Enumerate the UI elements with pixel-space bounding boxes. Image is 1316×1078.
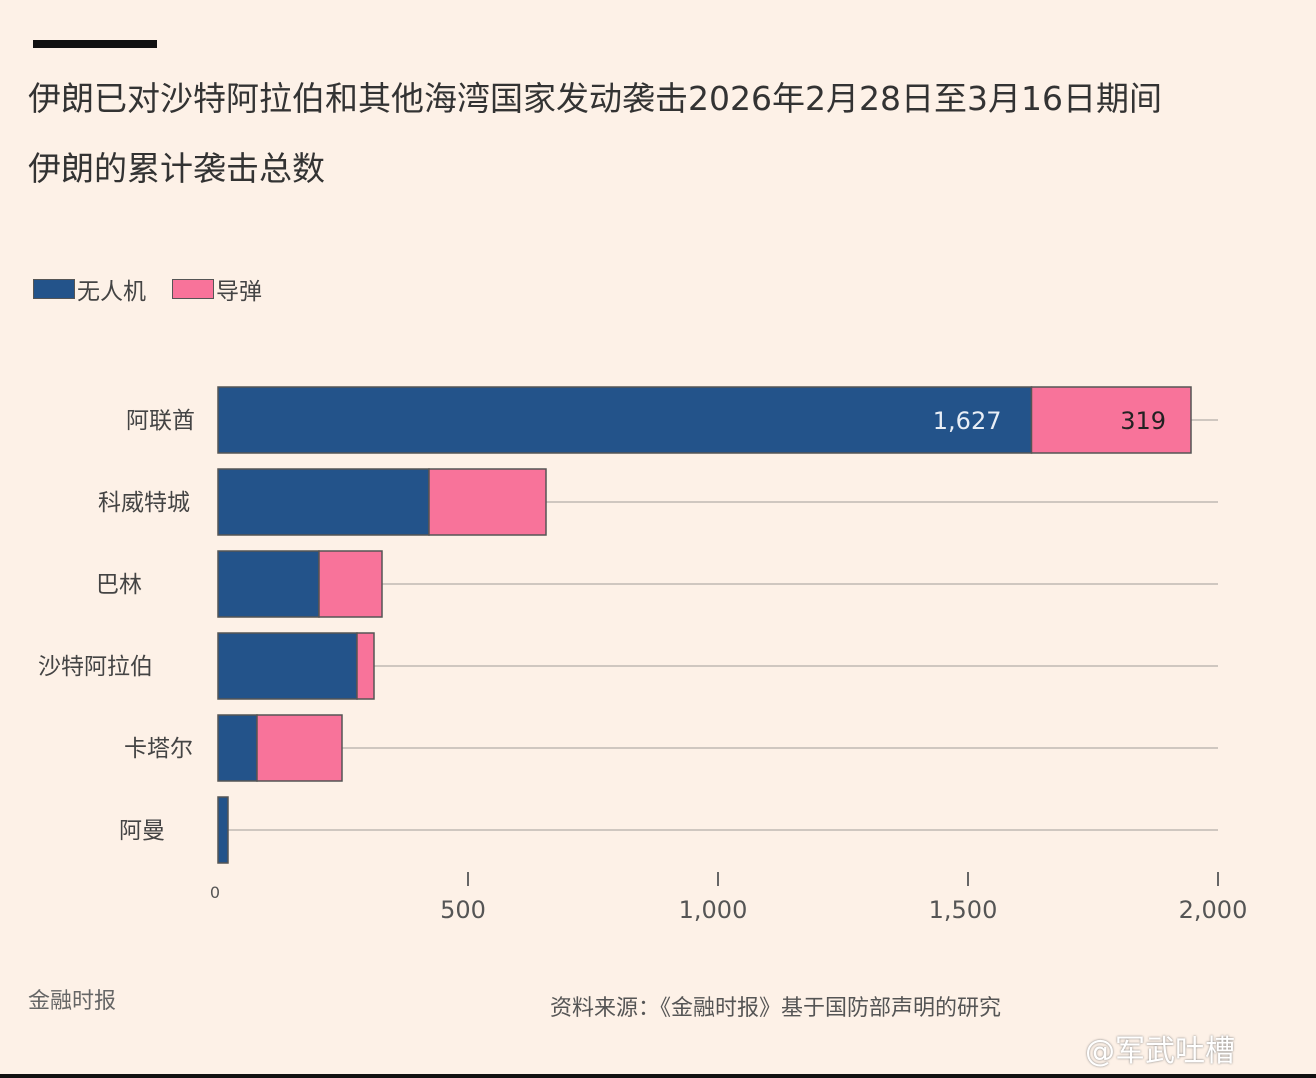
legend-swatch-drone bbox=[33, 279, 75, 299]
legend-swatch-missile bbox=[172, 279, 214, 299]
source-note: 资料来源：《金融时报》基于国防部声明的研究 bbox=[550, 996, 1002, 1021]
bar-drone bbox=[217, 714, 258, 782]
chart-title: 伊朗已对沙特阿拉伯和其他海湾国家发动袭击2026年2月28日至3月16日期间 bbox=[28, 79, 1162, 118]
legend-label-missile: 导弹 bbox=[216, 279, 262, 305]
x-tick-label: 1,500 bbox=[929, 896, 998, 924]
category-label: 沙特阿拉伯 bbox=[38, 654, 153, 680]
x-tick-label: 1,000 bbox=[679, 896, 748, 924]
category-label: 阿联酋 bbox=[126, 408, 195, 434]
bar-drone bbox=[217, 796, 229, 864]
category-label: 卡塔尔 bbox=[124, 736, 193, 762]
x-tick-label: 500 bbox=[440, 896, 486, 924]
bar-missile bbox=[318, 550, 383, 618]
bar-drone bbox=[217, 468, 430, 536]
category-label: 巴林 bbox=[96, 572, 142, 598]
x-tick-label: 2,000 bbox=[1179, 896, 1248, 924]
bottom-border bbox=[0, 1074, 1316, 1078]
title-bar-decoration bbox=[33, 40, 157, 48]
bar-missile bbox=[256, 714, 343, 782]
watermark: @军武吐槽 bbox=[1085, 1034, 1235, 1069]
x-tick-label: 0 bbox=[210, 883, 220, 902]
legend: 无人机 导弹 bbox=[33, 272, 288, 306]
legend-label-drone: 无人机 bbox=[77, 279, 146, 305]
bar-missile bbox=[1030, 386, 1192, 454]
bar-missile bbox=[428, 468, 547, 536]
category-label: 阿曼 bbox=[119, 818, 165, 844]
data-label-missile: 319 bbox=[1120, 407, 1166, 435]
brand-label: 金融时报 bbox=[28, 989, 117, 1014]
legend-item-missile: 导弹 bbox=[172, 272, 262, 306]
legend-item-drone: 无人机 bbox=[33, 272, 146, 306]
category-label: 科威特城 bbox=[98, 490, 190, 516]
bar-drone bbox=[217, 386, 1033, 454]
bar-missile bbox=[356, 632, 375, 700]
bar-drone bbox=[217, 550, 320, 618]
bar-drone bbox=[217, 632, 358, 700]
data-label-drone: 1,627 bbox=[933, 407, 1002, 435]
chart-subtitle: 伊朗的累计袭击总数 bbox=[28, 149, 325, 188]
